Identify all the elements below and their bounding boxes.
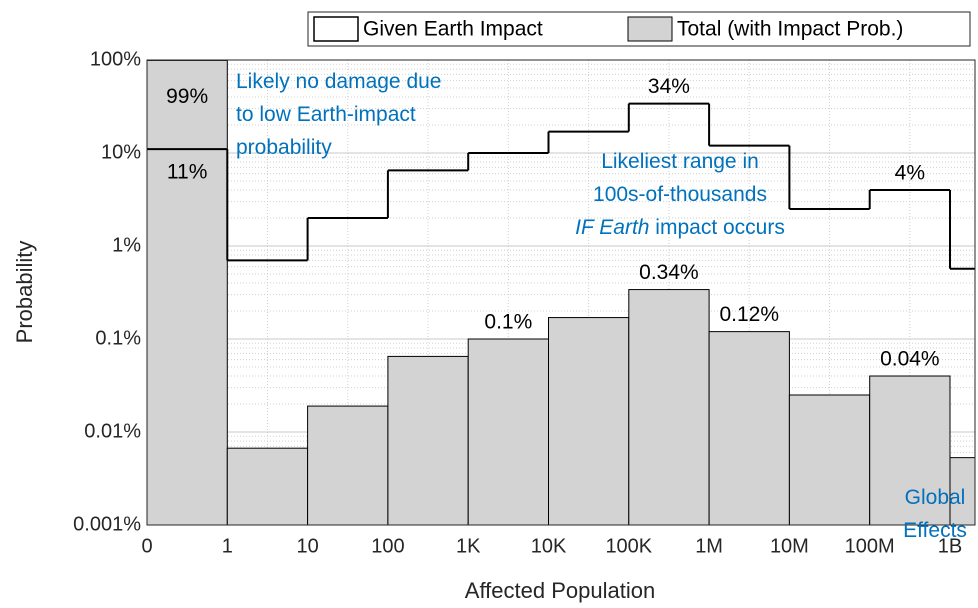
x-axis-label: Affected Population bbox=[465, 578, 655, 603]
y-tick-label: 10% bbox=[101, 141, 141, 163]
y-tick-label: 0.1% bbox=[95, 327, 141, 349]
x-tick-label: 100 bbox=[371, 535, 404, 557]
y-tick-label: 0.01% bbox=[84, 420, 141, 442]
x-tick-label: 1M bbox=[695, 535, 723, 557]
annotation-part: Likely no damage due bbox=[236, 70, 441, 93]
annotation: Global bbox=[905, 486, 966, 509]
x-tick-label: 1K bbox=[456, 535, 481, 557]
legend: Given Earth Impact Total (with Impact Pro… bbox=[307, 11, 971, 47]
bar bbox=[869, 375, 951, 526]
bar bbox=[548, 317, 630, 526]
y-tick-label: 100% bbox=[90, 48, 141, 70]
bar bbox=[307, 405, 389, 526]
annotation: 100s-of-thousands bbox=[593, 183, 767, 206]
data-label: 0.12% bbox=[719, 303, 779, 326]
legend-swatch bbox=[627, 16, 673, 42]
bar bbox=[146, 59, 228, 526]
x-tick-label: 10 bbox=[296, 535, 318, 557]
data-label: 0.1% bbox=[484, 311, 532, 334]
x-tick-label: 100M bbox=[845, 535, 895, 557]
bar bbox=[788, 394, 871, 526]
annotation: to low Earth-impact bbox=[236, 103, 416, 126]
y-tick-label: 1% bbox=[112, 234, 141, 256]
plot-frame bbox=[146, 59, 976, 526]
legend-swatch bbox=[313, 16, 359, 42]
y-axis-label: Probability bbox=[12, 241, 37, 344]
annotation-part: IF Earth bbox=[575, 216, 649, 239]
x-tick-label: 1B bbox=[938, 535, 962, 557]
x-tick-label: 10M bbox=[770, 535, 809, 557]
data-label: 99% bbox=[166, 85, 208, 108]
x-tick-label: 0 bbox=[141, 535, 152, 557]
annotation-part: to low Earth-impact bbox=[236, 103, 416, 126]
bar bbox=[708, 331, 790, 526]
x-tick-label: 10K bbox=[531, 535, 567, 557]
annotation-part: probability bbox=[236, 136, 332, 159]
annotation-part: impact occurs bbox=[649, 216, 784, 239]
annotation: Effects bbox=[903, 519, 967, 542]
annotation-part: Effects bbox=[903, 519, 967, 542]
data-label: 4% bbox=[895, 162, 925, 185]
x-tick-label: 1 bbox=[222, 535, 233, 557]
bar bbox=[467, 338, 550, 526]
labels: 0.001% 0.01% 0.1% 1% 10% 100% 0 1 10 100 1K 10K 100K… bbox=[73, 48, 967, 557]
data-label: 0.04% bbox=[880, 348, 940, 371]
annotation: IF Earth impact occurs bbox=[575, 216, 785, 239]
bar bbox=[628, 289, 710, 526]
legend-label: Total (with Impact Prob.) bbox=[677, 18, 903, 41]
annotation: probability bbox=[236, 136, 332, 159]
data-label: 11% bbox=[167, 161, 207, 184]
y-tick-label: 0.001% bbox=[73, 513, 141, 535]
annotation: Likely no damage due bbox=[236, 70, 441, 93]
annotation-part: Likeliest range in bbox=[601, 150, 759, 173]
annotation-part: Global bbox=[905, 486, 966, 509]
annotation-part: 100s-of-thousands bbox=[593, 183, 767, 206]
marks bbox=[146, 59, 976, 526]
data-label: 0.34% bbox=[639, 261, 699, 284]
bar bbox=[226, 447, 309, 526]
data-label: 34% bbox=[648, 75, 690, 98]
legend-label: Given Earth Impact bbox=[363, 18, 543, 41]
x-tick-label: 100K bbox=[605, 535, 652, 557]
bar bbox=[387, 355, 469, 526]
bar bbox=[949, 457, 976, 526]
annotation: Likeliest range in bbox=[601, 150, 759, 173]
